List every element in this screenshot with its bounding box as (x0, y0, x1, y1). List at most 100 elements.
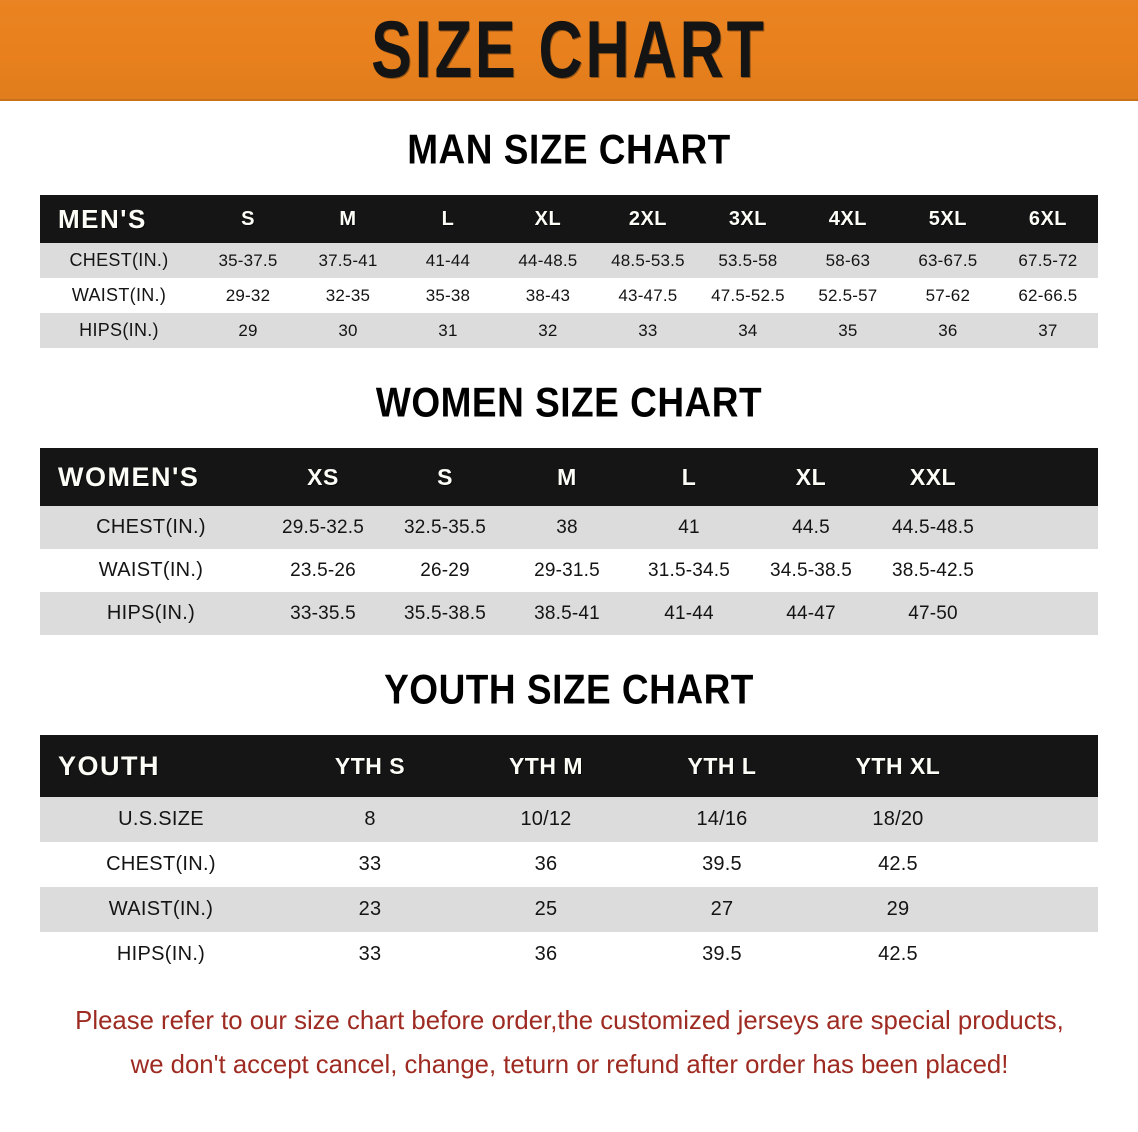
disclaimer-line-1: Please refer to our size chart before or… (74, 1005, 1064, 1035)
women-cell-1-1: 26-29 (420, 559, 470, 581)
man-cell-2-6: 35 (838, 320, 858, 340)
man-size-header-0: S (241, 207, 255, 230)
women-cell-2-2: 38.5-41 (534, 602, 600, 624)
man-size-header-4: 2XL (628, 207, 668, 230)
youth-header-spacer (986, 735, 1098, 797)
table-row: WAIST(IN.) 29-32 32-35 35-38 38-43 43-47.5 47.… (40, 278, 1098, 313)
youth-row-spacer-0 (986, 797, 1098, 842)
man-cell-2-2: 31 (438, 320, 458, 340)
man-cell-0-3: 44-48.5 (518, 250, 578, 270)
women-size-table: WOMEN'S XS S M L XL XXL CHEST(IN.) 29.5-32.5 32.5… (40, 448, 1098, 635)
youth-cell-1-3: 42.5 (878, 853, 918, 875)
disclaimer-line-2: we don't accept cancel, change, teturn o… (130, 1048, 1008, 1079)
man-size-table-wrap: MEN'S S M L XL 2XL 3XL 4XL 5XL 6XL CHEST(IN.) 35-37… (40, 195, 1098, 348)
women-row-label-2: HIPS(IN.) (106, 602, 196, 624)
women-row-spacer-0 (994, 506, 1098, 549)
man-size-header-3: XL (534, 207, 562, 230)
man-cell-2-4: 33 (638, 320, 658, 340)
women-cell-0-2: 38 (556, 516, 578, 538)
table-row: CHEST(IN.) 29.5-32.5 32.5-35.5 38 41 44.5 44.5… (40, 506, 1098, 549)
youth-cell-1-1: 36 (534, 853, 558, 875)
youth-cell-0-2: 14/16 (696, 808, 748, 830)
women-header-row: WOMEN'S XS S M L XL XXL (40, 448, 1098, 506)
youth-cell-2-2: 27 (710, 898, 734, 920)
youth-cell-0-0: 8 (364, 808, 376, 830)
table-row: WAIST(IN.) 23 25 27 29 (40, 887, 1098, 932)
women-cell-0-0: 29.5-32.5 (281, 516, 365, 538)
youth-cell-3-2: 39.5 (702, 943, 742, 965)
man-cell-0-0: 35-37.5 (218, 250, 278, 270)
youth-row-spacer-3 (986, 932, 1098, 977)
man-size-header-6: 4XL (828, 207, 867, 230)
man-cell-1-8: 62-66.5 (1018, 285, 1078, 305)
youth-row-label-0: U.S.SIZE (118, 808, 204, 830)
man-cell-2-1: 30 (338, 320, 358, 340)
youth-cell-3-1: 36 (534, 943, 558, 965)
man-row-label-0: CHEST(IN.) (69, 250, 169, 270)
women-size-header-3: L (681, 463, 697, 490)
man-cell-1-3: 38-43 (525, 285, 571, 305)
man-cell-0-8: 67.5-72 (1018, 250, 1078, 270)
women-cell-0-1: 32.5-35.5 (403, 516, 487, 538)
man-cell-2-3: 32 (538, 320, 558, 340)
youth-row-spacer-2 (986, 887, 1098, 932)
youth-cell-1-2: 39.5 (702, 853, 742, 875)
man-cell-2-5: 34 (738, 320, 758, 340)
youth-size-header-3: YTH XL (855, 752, 941, 779)
page-title: SIZE CHART (371, 4, 767, 95)
table-row: HIPS(IN.) 29 30 31 32 33 34 35 36 37 (40, 313, 1098, 348)
banner: SIZE CHART (0, 0, 1138, 101)
women-row-spacer-1 (994, 549, 1098, 592)
women-row-label-1: WAIST(IN.) (98, 559, 204, 581)
youth-row-label-1: CHEST(IN.) (106, 853, 216, 875)
man-cell-0-7: 63-67.5 (918, 250, 978, 270)
man-size-header-2: L (441, 207, 455, 230)
women-cell-0-3: 41 (678, 516, 700, 538)
youth-row-spacer-1 (986, 842, 1098, 887)
women-cell-1-3: 31.5-34.5 (647, 559, 731, 581)
women-cell-1-4: 34.5-38.5 (769, 559, 853, 581)
youth-size-table: YOUTH YTH S YTH M YTH L YTH XL U.S.SIZE 8 10/12… (40, 735, 1098, 977)
man-size-header-7: 5XL (928, 207, 967, 230)
youth-cell-3-3: 42.5 (878, 943, 918, 965)
man-cell-1-1: 32-35 (325, 285, 371, 305)
youth-row-label-2: WAIST(IN.) (108, 898, 214, 920)
man-cell-2-7: 36 (938, 320, 958, 340)
youth-cell-2-3: 29 (886, 898, 910, 920)
women-header-spacer (994, 448, 1098, 506)
man-cell-1-4: 43-47.5 (618, 285, 678, 305)
man-cell-1-2: 35-38 (425, 285, 471, 305)
women-cell-2-4: 44-47 (786, 602, 836, 624)
man-row-label-1: WAIST(IN.) (71, 285, 167, 305)
man-size-table: MEN'S S M L XL 2XL 3XL 4XL 5XL 6XL CHEST(IN.) 35-37… (40, 195, 1098, 348)
women-size-header-2: M (557, 463, 577, 490)
man-cell-0-5: 53.5-58 (718, 250, 778, 270)
women-row-spacer-2 (994, 592, 1098, 635)
youth-size-header-2: YTH L (687, 752, 757, 779)
table-row: CHEST(IN.) 35-37.5 37.5-41 41-44 44-48.5 48.5… (40, 243, 1098, 278)
table-row: HIPS(IN.) 33 36 39.5 42.5 (40, 932, 1098, 977)
youth-header-label: YOUTH (58, 750, 160, 781)
man-cell-0-1: 37.5-41 (318, 250, 378, 270)
man-size-header-1: M (339, 207, 357, 230)
youth-section-title: YOUTH SIZE CHART (384, 666, 754, 713)
women-size-header-4: XL (795, 463, 827, 490)
youth-size-table-wrap: YOUTH YTH S YTH M YTH L YTH XL U.S.SIZE 8 10/12… (40, 735, 1098, 977)
man-cell-2-8: 37 (1038, 320, 1058, 340)
table-row: CHEST(IN.) 33 36 39.5 42.5 (40, 842, 1098, 887)
man-cell-0-6: 58-63 (825, 250, 871, 270)
youth-cell-0-3: 18/20 (872, 808, 924, 830)
youth-cell-3-0: 33 (358, 943, 382, 965)
man-row-label-2: HIPS(IN.) (79, 320, 159, 340)
youth-row-label-3: HIPS(IN.) (116, 943, 206, 965)
women-cell-2-5: 47-50 (908, 602, 958, 624)
table-row: U.S.SIZE 8 10/12 14/16 18/20 (40, 797, 1098, 842)
women-cell-0-5: 44.5-48.5 (891, 516, 975, 538)
women-row-label-0: CHEST(IN.) (96, 516, 206, 538)
youth-header-row: YOUTH YTH S YTH M YTH L YTH XL (40, 735, 1098, 797)
women-cell-1-2: 29-31.5 (534, 559, 600, 581)
man-header-row: MEN'S S M L XL 2XL 3XL 4XL 5XL 6XL (40, 195, 1098, 243)
man-size-header-8: 6XL (1028, 207, 1068, 230)
women-section-title: WOMEN SIZE CHART (375, 379, 763, 426)
women-cell-0-4: 44.5 (792, 516, 830, 538)
